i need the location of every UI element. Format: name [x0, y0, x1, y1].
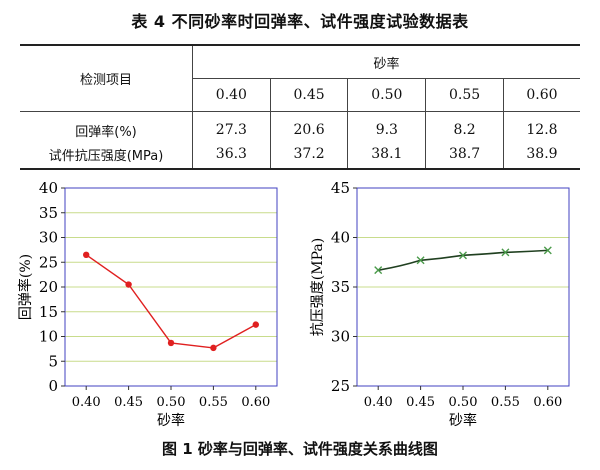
data-point: [83, 251, 90, 259]
y-tick-label: 15: [39, 303, 58, 321]
y-tick-label: 30: [331, 328, 350, 346]
y-tick-label: 10: [39, 328, 58, 346]
column-header: 0.50: [347, 78, 427, 112]
column-header: 0.60: [526, 87, 558, 103]
column-header: 0.55: [425, 78, 504, 112]
table-cell: 8.2: [425, 111, 504, 143]
x-tick-label: 0.50: [157, 395, 186, 410]
data-point: [543, 246, 552, 255]
data-point: [125, 281, 132, 288]
y-tick-label: 40: [39, 179, 58, 197]
table-cell: 20.6: [270, 111, 349, 143]
x-tick-label: 0.50: [449, 395, 478, 410]
data-point: [459, 251, 467, 260]
y-tick-label: 35: [331, 278, 350, 296]
data-point: [210, 344, 217, 352]
x-axis-label: 砂率: [449, 412, 477, 429]
x-tick-label: 0.40: [72, 395, 101, 410]
x-tick-label: 0.45: [406, 395, 435, 410]
x-tick-label: 0.55: [199, 395, 228, 410]
header-item: 检测项目: [20, 45, 193, 112]
y-tick-label: 45: [331, 179, 350, 197]
table-cell: 9.3: [347, 111, 427, 143]
data-point: [167, 339, 175, 347]
data-point: [252, 321, 259, 328]
x-tick-label: 0.60: [533, 395, 562, 410]
table-cell: 36.3: [192, 143, 271, 169]
column-header: 0.45: [270, 78, 349, 112]
table-cell: 38.1: [347, 143, 427, 169]
y-tick-label: 0: [48, 377, 58, 395]
row-label: 试件抗压强度(MPa): [20, 143, 193, 169]
y-tick-label: 40: [331, 229, 350, 247]
data-point: [416, 256, 425, 265]
rebound-rate-chart: 0 5 10 15 20 25 30 35 40 0.40 0.45 0.50 0.55 0.60 砂率 回弹…: [17, 179, 278, 429]
series-line: [85, 254, 257, 349]
y-tick-label: 20: [39, 278, 58, 296]
compressive-strength-chart: 25 30 35 40 45 0.40 0.45 0.50 0.55 0.60 砂率 抗压强度(MPa…: [310, 179, 570, 429]
data-table: 检测项目 砂率 0.40 0.45 0.50 0.55 0.60 回弹率(%) …: [20, 44, 580, 170]
y-tick-label: 5: [48, 352, 58, 370]
y-tick-label: 30: [39, 229, 58, 247]
x-tick-label: 0.55: [491, 395, 520, 410]
y-axis-label: 抗压强度(MPa): [310, 238, 326, 336]
x-tick-label: 0.40: [364, 395, 393, 410]
y-tick-label: 25: [39, 253, 58, 271]
data-point: [374, 266, 383, 275]
table-cell: 37.2: [270, 143, 349, 169]
header-group: 砂率: [192, 45, 580, 79]
series-line: [378, 249, 548, 271]
y-tick-label: 35: [39, 204, 58, 222]
figure-caption: 图 1 砂率与回弹率、试件强度关系曲线图: [162, 440, 438, 458]
row-label: 回弹率(%): [20, 111, 193, 143]
column-header: 0.40: [192, 78, 271, 112]
x-tick-label: 0.60: [241, 395, 270, 410]
y-axis-label: 回弹率(%): [17, 254, 34, 320]
table-cell: 38.7: [425, 143, 504, 169]
x-tick-label: 0.45: [114, 395, 143, 410]
table-cell: 12.8: [526, 122, 558, 138]
table-cell: 27.3: [192, 111, 271, 143]
y-tick-label: 25: [331, 377, 350, 395]
x-axis-label: 砂率: [157, 412, 185, 429]
data-point: [501, 248, 510, 257]
table-title: 表 4 不同砂率时回弹率、试件强度试验数据表: [131, 12, 469, 31]
table-cell: 38.9: [526, 146, 558, 162]
